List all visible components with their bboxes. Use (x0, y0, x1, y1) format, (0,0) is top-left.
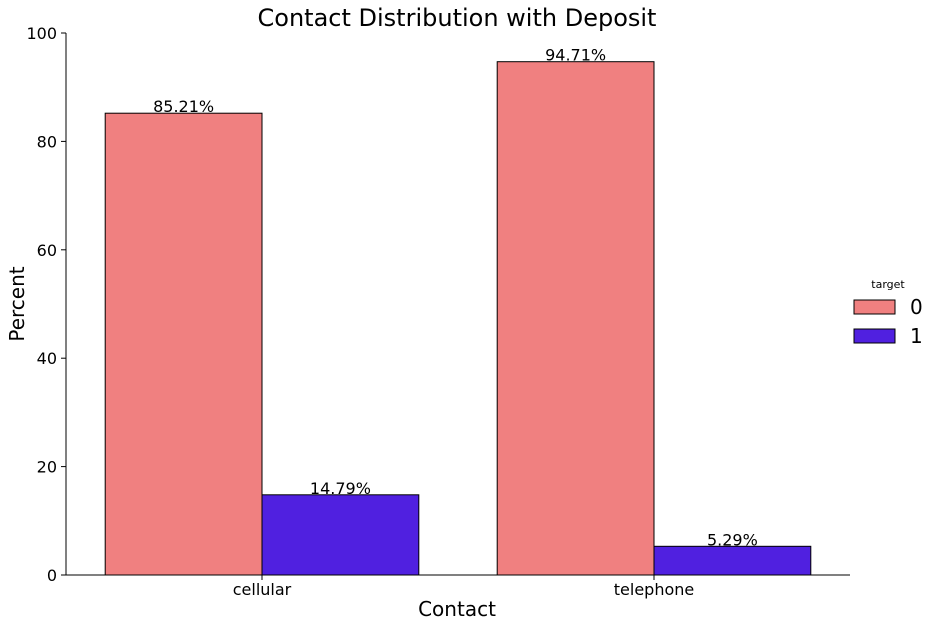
x-axis-title: Contact (418, 597, 496, 621)
chart-title: Contact Distribution with Deposit (258, 4, 657, 32)
y-tick-label: 100 (26, 24, 57, 43)
x-tick-label: cellular (233, 580, 292, 599)
bar-cellular-target-0 (104, 112, 263, 576)
y-tick-label: 80 (37, 132, 57, 151)
legend: target 0 1 (853, 278, 923, 348)
legend-title: target (871, 278, 905, 291)
data-label-cellular-target-0: 85.21% (153, 97, 214, 116)
y-tick-label: 0 (47, 566, 57, 585)
legend-label-1: 1 (910, 324, 923, 348)
legend-swatch-0 (853, 299, 896, 315)
y-tick-label: 20 (37, 458, 57, 477)
legend-label-0: 0 (910, 295, 923, 319)
data-label-cellular-target-1: 14.79% (310, 479, 371, 498)
legend-swatch-1 (853, 328, 896, 344)
plot-area: 85.21% 94.71% 14.79% 5.29% 0 20 40 60 80 100 cellu… (26, 24, 850, 599)
y-tick-label: 40 (37, 349, 57, 368)
data-label-telephone-target-1: 5.29% (707, 530, 758, 549)
data-label-telephone-target-0: 94.71% (545, 46, 606, 65)
x-tick-label: telephone (614, 580, 694, 599)
y-axis-title: Percent (5, 266, 29, 341)
bar-telephone-target-0 (496, 61, 655, 576)
y-tick-label: 60 (37, 241, 57, 260)
bar-cellular-target-1 (261, 494, 420, 576)
bar-telephone-target-1 (653, 545, 812, 576)
